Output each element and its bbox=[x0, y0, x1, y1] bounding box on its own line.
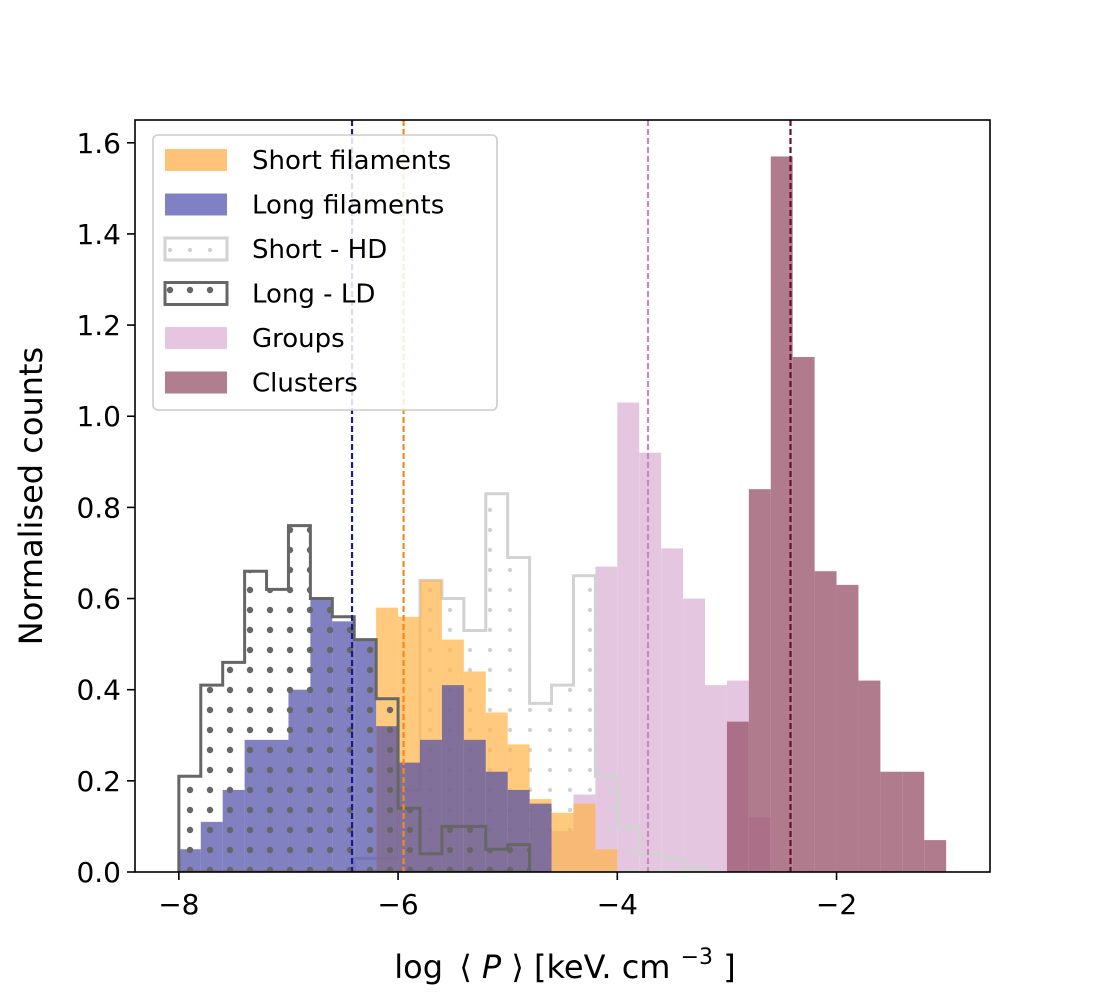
legend-item-short-hd: Short - HD bbox=[163, 235, 387, 265]
bar-clusters bbox=[726, 721, 749, 872]
legend-label: Long - LD bbox=[252, 280, 375, 310]
legend-swatch bbox=[165, 149, 227, 171]
bar-clusters bbox=[880, 771, 903, 872]
y-tick-label: 0.4 bbox=[76, 674, 121, 707]
series-long-ld bbox=[177, 524, 532, 872]
legend-box bbox=[152, 134, 498, 411]
bar-groups bbox=[705, 685, 727, 872]
bar-short-filaments bbox=[595, 849, 618, 872]
histogram-series bbox=[177, 156, 947, 872]
y-tick-label: 0.6 bbox=[76, 583, 121, 616]
legend-swatch bbox=[163, 236, 229, 262]
legend-label: Short filaments bbox=[252, 146, 451, 176]
x-axis-label: log ⟨ P ⟩ [keV. cm −3 ] bbox=[394, 934, 735, 986]
legend: Short filaments Long filaments Short - HD L… bbox=[152, 134, 498, 411]
legend-label: Short - HD bbox=[252, 235, 387, 265]
y-tick-label: 1.4 bbox=[76, 218, 121, 251]
bar-groups bbox=[683, 598, 705, 872]
x-tick-label: −8 bbox=[158, 888, 199, 921]
bar-groups bbox=[617, 402, 640, 872]
x-label-langle: ⟨ bbox=[459, 948, 471, 986]
legend-swatch bbox=[165, 193, 227, 216]
bar-clusters bbox=[924, 840, 947, 872]
bar-groups bbox=[661, 548, 684, 872]
legend-item-long-filaments: Long filaments bbox=[165, 191, 444, 221]
bar-clusters bbox=[792, 356, 815, 872]
legend-item-groups: Groups bbox=[165, 324, 345, 354]
bar-long-filaments bbox=[529, 803, 552, 872]
bar-clusters bbox=[748, 489, 771, 872]
legend-item-long-ld: Long - LD bbox=[163, 280, 375, 310]
x-label-log: log bbox=[394, 948, 443, 986]
bar-long-filaments bbox=[485, 771, 508, 872]
bar-clusters bbox=[858, 680, 881, 872]
legend-label: Groups bbox=[252, 324, 345, 354]
y-axis-label: Normalised counts bbox=[12, 347, 50, 645]
plot-frame bbox=[134, 119, 991, 873]
bar-long-filaments bbox=[420, 739, 442, 872]
y-tick-label: 1.6 bbox=[76, 127, 121, 160]
x-label-exponent: −3 bbox=[681, 945, 713, 970]
bar-short-filaments bbox=[551, 812, 574, 872]
x-label-unit: [keV. cm bbox=[534, 948, 670, 986]
y-tick-label: 0.2 bbox=[76, 765, 121, 798]
bar-clusters bbox=[770, 156, 793, 872]
y-tick-label: 0.0 bbox=[76, 856, 121, 889]
legend-item-clusters: Clusters bbox=[165, 369, 358, 399]
step-long-ld bbox=[177, 524, 532, 872]
legend-item-short-filaments: Short filaments bbox=[165, 146, 451, 176]
y-tick-label: 0.8 bbox=[76, 491, 121, 524]
x-tick-label: −2 bbox=[816, 888, 857, 921]
x-label-unit-close: ] bbox=[723, 948, 735, 986]
y-tick-label: 1.0 bbox=[76, 400, 121, 433]
bar-short-filaments bbox=[573, 803, 596, 872]
bar-clusters bbox=[902, 771, 925, 872]
bar-groups bbox=[639, 452, 662, 872]
x-label-var: P bbox=[482, 948, 502, 986]
x-label-rangle: ⟩ bbox=[511, 948, 523, 986]
mean-lines bbox=[350, 120, 792, 872]
legend-swatch bbox=[165, 327, 227, 349]
legend-swatch bbox=[165, 371, 227, 394]
bar-clusters bbox=[814, 571, 837, 872]
x-tick-label: −4 bbox=[597, 888, 638, 921]
axis-ticks: −8 −6 −4 −2 0.0 0.2 0.4 0.6 0.8 1.0 1.2 1.4 1.6 bbox=[76, 127, 857, 921]
legend-label: Long filaments bbox=[252, 191, 444, 221]
legend-label: Clusters bbox=[252, 369, 358, 399]
series-clusters bbox=[726, 156, 947, 872]
x-tick-label: −6 bbox=[377, 888, 418, 921]
legend-swatch bbox=[163, 281, 229, 306]
bar-clusters bbox=[836, 584, 859, 872]
y-tick-label: 1.2 bbox=[76, 309, 121, 342]
